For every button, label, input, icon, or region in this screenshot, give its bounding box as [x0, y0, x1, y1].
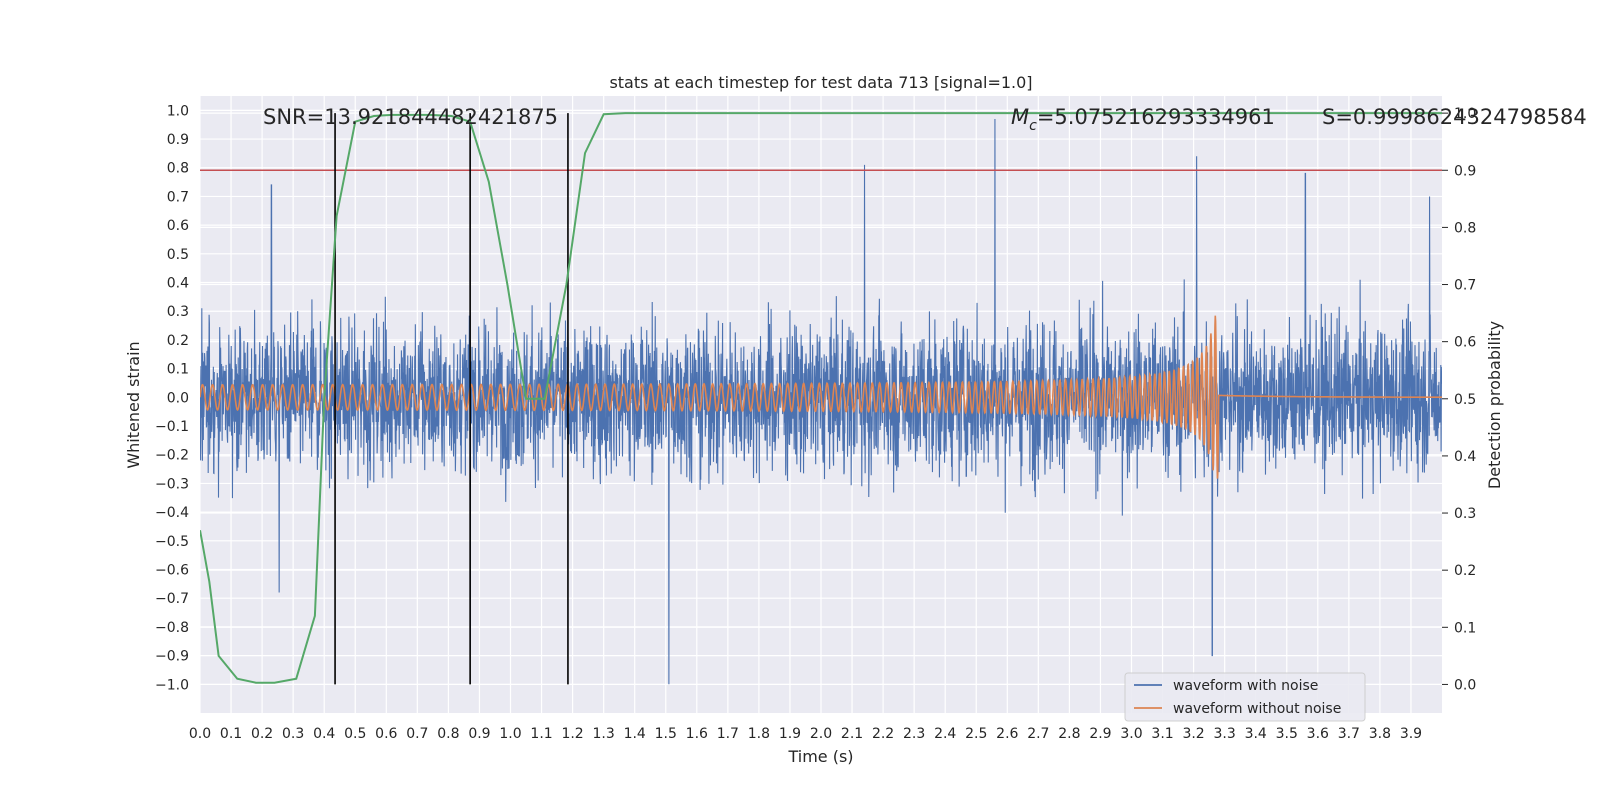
x-tick-label: 0.6 — [375, 726, 397, 742]
x-tick-label: 2.1 — [841, 726, 863, 742]
x-tick-label: 0.2 — [251, 726, 273, 742]
y-tick-label-left: −0.1 — [155, 419, 189, 435]
chirp-mass-annotation: Mc=5.075216293334961 — [1011, 105, 1275, 134]
y-axis-label-left: Whitened strain — [124, 341, 143, 468]
legend-label-noise: waveform with noise — [1173, 678, 1318, 694]
x-tick-label: 1.2 — [561, 726, 583, 742]
series-waveform-without-noise — [200, 315, 1442, 479]
y-tick-label-right: 0.3 — [1454, 506, 1476, 522]
y-tick-label-left: 0.4 — [167, 276, 189, 292]
legend-label-clean: waveform without noise — [1173, 701, 1341, 717]
x-tick-label: 1.4 — [624, 726, 646, 742]
y-tick-label-left: 0.6 — [167, 218, 189, 234]
x-tick-label: 1.1 — [530, 726, 552, 742]
y-tick-label-left: −0.7 — [155, 591, 189, 607]
x-tick-label: 1.8 — [748, 726, 770, 742]
x-tick-label: 2.7 — [1027, 726, 1049, 742]
x-tick-label: 2.2 — [872, 726, 894, 742]
x-tick-label: 2.6 — [996, 726, 1018, 742]
y-tick-label-right: 0.7 — [1454, 278, 1476, 294]
y-tick-label-right: 1.0 — [1454, 106, 1476, 122]
x-tick-label: 2.9 — [1089, 726, 1111, 742]
x-tick-label: 1.3 — [593, 726, 615, 742]
chirp-mass-subscript: c — [1029, 118, 1037, 134]
x-tick-label: 0.4 — [313, 726, 335, 742]
x-tick-label: 1.7 — [717, 726, 739, 742]
x-tick-label: 0.9 — [468, 726, 490, 742]
x-tick-label: 3.9 — [1400, 726, 1422, 742]
y-tick-label-right: 0.9 — [1454, 163, 1476, 179]
y-tick-label-left: 0.9 — [167, 132, 189, 148]
y-tick-label-left: 0.5 — [167, 247, 189, 263]
x-tick-label: 3.7 — [1338, 726, 1360, 742]
y-tick-label-right: 0.4 — [1454, 449, 1476, 465]
y-tick-label-left: 0.3 — [167, 304, 189, 320]
x-tick-label: 3.1 — [1151, 726, 1173, 742]
series-layer — [200, 112, 1442, 685]
y-axis-label-right: Detection probability — [1485, 321, 1504, 489]
s-annotation: S=0.9998624324798584 — [1322, 105, 1587, 129]
y-tick-label-left: −0.9 — [155, 649, 189, 665]
x-tick-label: 3.3 — [1214, 726, 1236, 742]
x-tick-label: 0.7 — [406, 726, 428, 742]
y-tick-label-right: 0.0 — [1454, 677, 1476, 693]
y-tick-label-right: 0.5 — [1454, 392, 1476, 408]
x-tick-label: 3.2 — [1182, 726, 1204, 742]
y-tick-label-left: −0.8 — [155, 620, 189, 636]
chirp-mass-value: =5.075216293334961 — [1037, 105, 1275, 129]
x-tick-label: 0.8 — [437, 726, 459, 742]
x-tick-label: 1.5 — [655, 726, 677, 742]
x-tick-label: 2.4 — [934, 726, 956, 742]
x-tick-label: 2.0 — [810, 726, 832, 742]
x-tick-label: 2.8 — [1058, 726, 1080, 742]
y-tick-label-left: 0.2 — [167, 333, 189, 349]
series-detection-probability — [200, 112, 1442, 684]
snr-annotation: SNR=13.921844482421875 — [263, 105, 558, 129]
x-tick-label: 2.5 — [965, 726, 987, 742]
y-tick-label-left: −1.0 — [155, 677, 189, 693]
x-axis-label: Time (s) — [787, 747, 853, 766]
y-tick-label-right: 0.2 — [1454, 563, 1476, 579]
x-tick-label: 3.5 — [1276, 726, 1298, 742]
y-tick-label-left: −0.6 — [155, 563, 189, 579]
x-tick-label: 0.5 — [344, 726, 366, 742]
chart-title: stats at each timestep for test data 713… — [609, 73, 1032, 92]
x-tick-label: 3.4 — [1245, 726, 1267, 742]
legend: waveform with noise waveform without noi… — [1124, 672, 1366, 722]
x-tick-label: 3.0 — [1120, 726, 1142, 742]
y-tick-label-left: 0.0 — [167, 390, 189, 406]
y-tick-label-left: 1.0 — [167, 103, 189, 119]
x-tick-label: 1.0 — [499, 726, 521, 742]
y-tick-label-left: −0.4 — [155, 505, 189, 521]
y-tick-label-left: −0.3 — [155, 476, 189, 492]
chirp-mass-symbol: M — [1011, 105, 1029, 129]
x-tick-label: 0.3 — [282, 726, 304, 742]
y-tick-label-left: −0.5 — [155, 534, 189, 550]
x-tick-label: 2.3 — [903, 726, 925, 742]
y-tick-label-right: 0.8 — [1454, 220, 1476, 236]
x-tick-label: 3.8 — [1369, 726, 1391, 742]
y-tick-label-right: 0.6 — [1454, 335, 1476, 351]
y-tick-label-left: 0.1 — [167, 362, 189, 378]
x-tick-label: 0.0 — [189, 726, 211, 742]
ticks: 0.0 0.1 0.2 0.3 0.4 0.5 0.6 0.7 0.8 0.9 1.0 1.1 1.2 1… — [155, 103, 1476, 742]
y-tick-label-left: 0.8 — [167, 161, 189, 177]
y-tick-label-right: 0.1 — [1454, 620, 1476, 636]
x-tick-label: 1.9 — [779, 726, 801, 742]
y-tick-label-left: 0.7 — [167, 189, 189, 205]
x-tick-label: 3.6 — [1307, 726, 1329, 742]
x-tick-label: 1.6 — [686, 726, 708, 742]
legend-box — [1124, 672, 1366, 722]
x-tick-label: 0.1 — [220, 726, 242, 742]
y-tick-label-left: −0.2 — [155, 448, 189, 464]
